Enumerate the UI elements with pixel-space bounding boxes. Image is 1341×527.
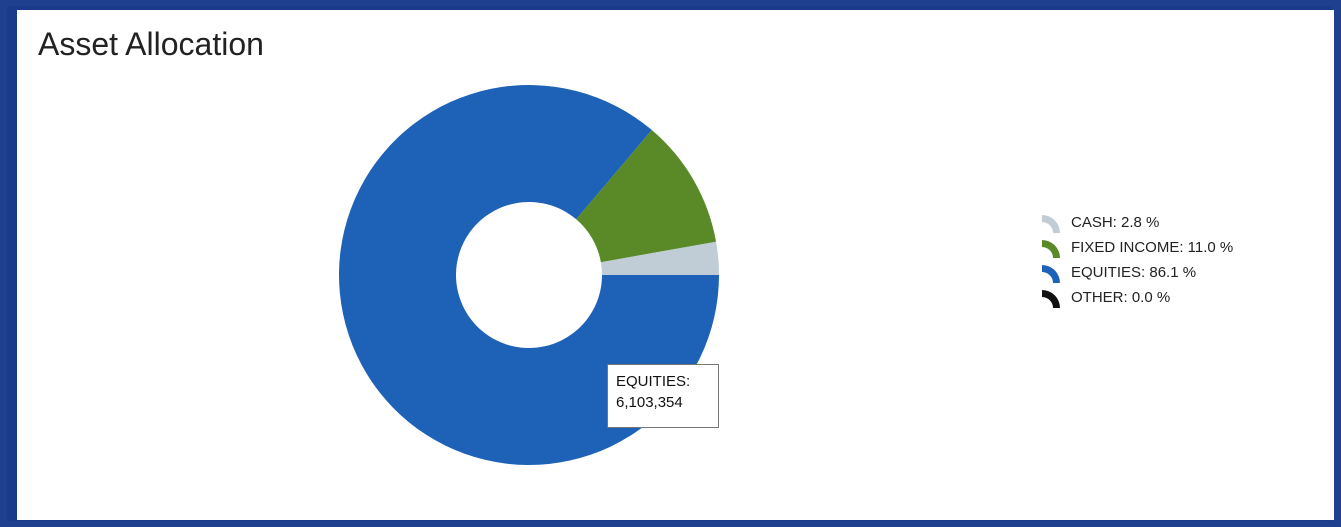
tooltip-label: EQUITIES:	[616, 373, 691, 390]
slice-fixed-income[interactable]	[576, 130, 717, 263]
legend-label-cash: CASH: 2.8 %	[1071, 214, 1160, 231]
tooltip-value: 6,103,354	[616, 394, 683, 411]
chart-title: Asset Allocation	[38, 26, 264, 62]
cash-legend-icon	[1042, 214, 1060, 233]
legend-item-equities[interactable]: EQUITIES: 86.1 %	[1039, 260, 1233, 285]
legend-item-fixed-income[interactable]: FIXED INCOME: 11.0 %	[1039, 235, 1233, 260]
chart-panel: Asset Allocation EQUITIES: 6,103,354 CAS…	[17, 10, 1334, 520]
slice-cash[interactable]	[600, 241, 719, 275]
chart-legend: CASH: 2.8 % FIXED INCOME: 11.0 % EQUITIE…	[1039, 210, 1233, 310]
legend-label-fixed-income: FIXED INCOME: 11.0 %	[1071, 239, 1234, 256]
legend-item-other[interactable]: OTHER: 0.0 %	[1039, 285, 1233, 310]
other-legend-icon	[1042, 289, 1060, 308]
legend-item-cash[interactable]: CASH: 2.8 %	[1039, 210, 1233, 235]
fixed-income-legend-icon	[1042, 239, 1060, 258]
legend-label-equities: EQUITIES: 86.1 %	[1071, 264, 1197, 281]
equities-tooltip: EQUITIES: 6,103,354	[607, 364, 719, 428]
legend-label-other: OTHER: 0.0 %	[1071, 289, 1171, 306]
equities-legend-icon	[1042, 264, 1060, 283]
